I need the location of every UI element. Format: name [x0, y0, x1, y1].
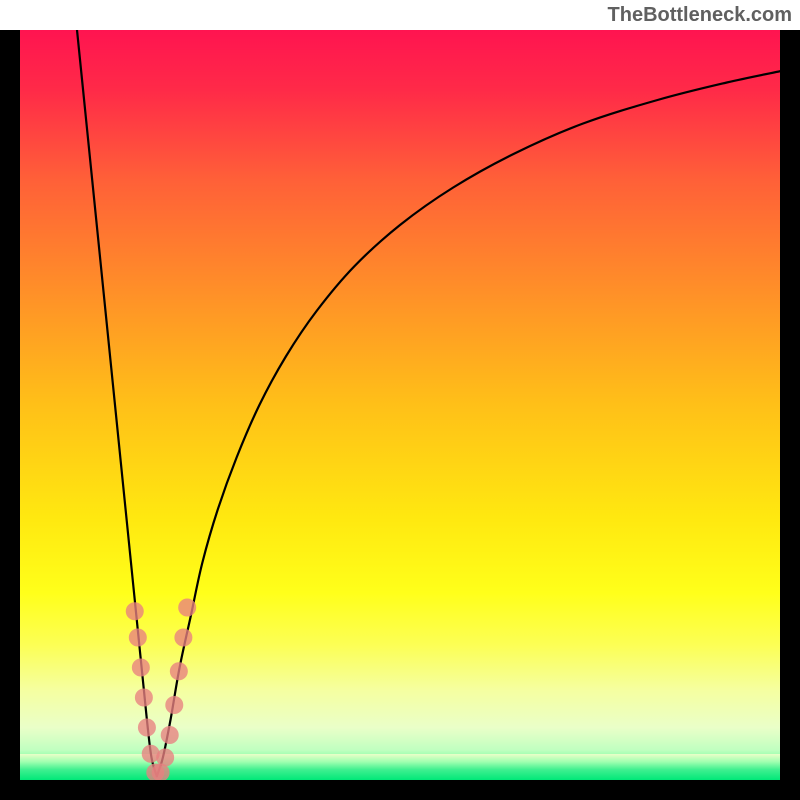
marker-dot	[165, 696, 183, 714]
marker-dot	[178, 599, 196, 617]
marker-dot	[135, 689, 153, 707]
chart-outer-frame: TheBottleneck.com	[0, 0, 800, 800]
watermark-text: TheBottleneck.com	[608, 4, 792, 27]
marker-dot	[129, 629, 147, 647]
marker-dot	[138, 719, 156, 737]
marker-dot	[174, 629, 192, 647]
curve-right-rising-log	[157, 71, 780, 776]
marker-dot	[161, 726, 179, 744]
marker-dot	[132, 659, 150, 677]
marker-dot	[156, 749, 174, 767]
marker-dot	[170, 662, 188, 680]
marker-dot	[126, 602, 144, 620]
plot-area	[20, 30, 780, 780]
watermark-bar: TheBottleneck.com	[0, 0, 800, 30]
curves-layer	[20, 30, 780, 780]
